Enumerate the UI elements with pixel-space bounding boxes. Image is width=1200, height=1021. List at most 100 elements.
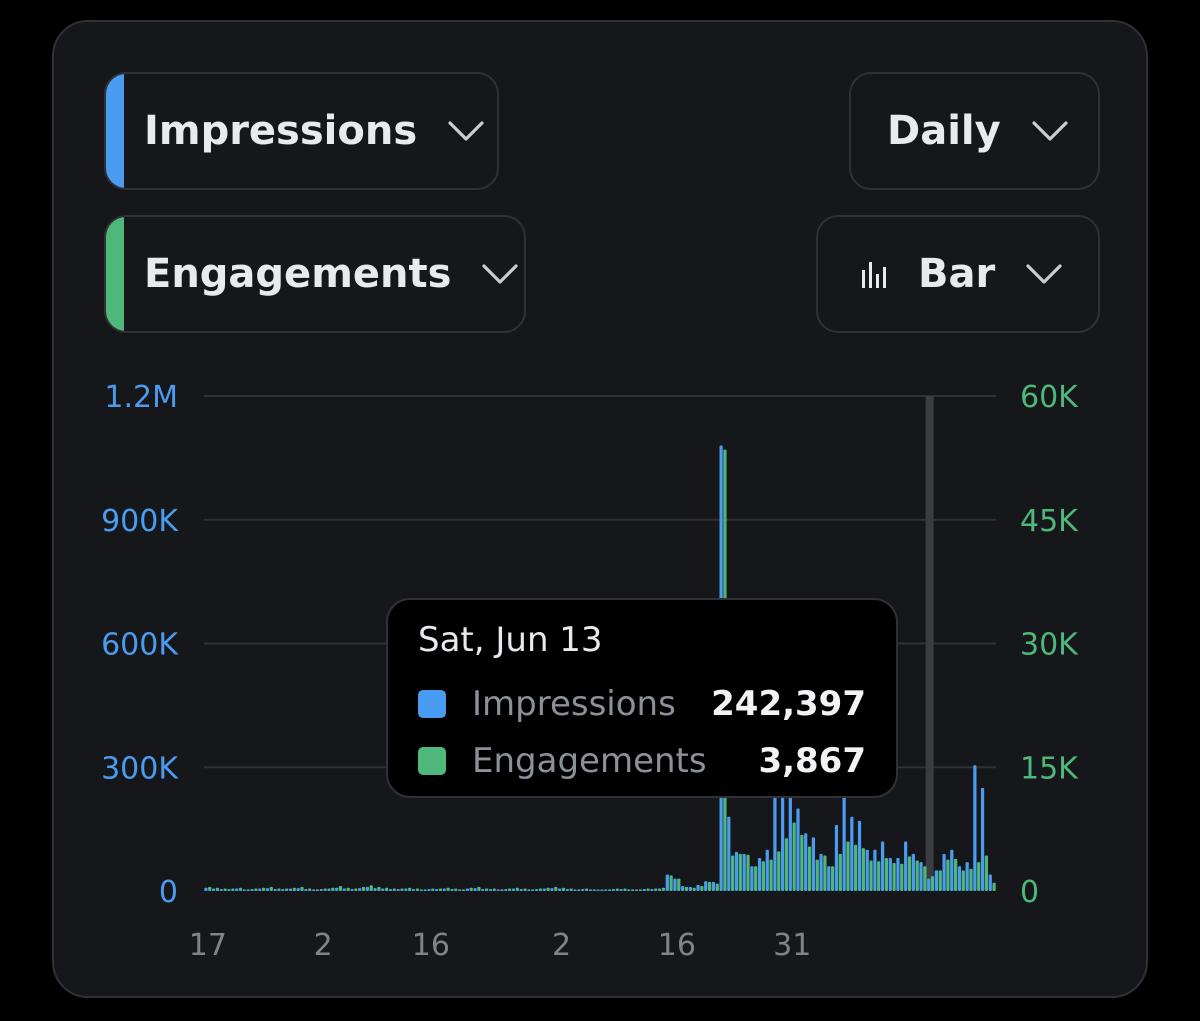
engagements-bar[interactable] [784,838,789,891]
impressions-bar[interactable] [542,888,546,891]
engagements-bar[interactable] [930,876,935,891]
engagements-bar[interactable] [392,888,396,891]
impressions-bar[interactable] [611,888,616,891]
impressions-bar[interactable] [427,888,431,891]
impressions-bar[interactable] [750,866,754,891]
impressions-bar[interactable] [388,888,393,891]
impressions-bar[interactable] [511,888,516,891]
engagements-bar[interactable] [338,886,343,891]
engagements-bar[interactable] [715,883,719,891]
impressions-bar[interactable] [650,888,654,891]
engagements-bar[interactable] [308,888,312,891]
engagements-bar[interactable] [431,888,435,891]
engagements-bar[interactable] [569,888,573,891]
impressions-bar[interactable] [381,888,385,891]
engagements-bar[interactable] [346,887,350,891]
engagements-bar[interactable] [584,888,589,891]
engagements-bar[interactable] [577,889,581,891]
engagements-bar[interactable] [369,885,373,891]
engagements-bar[interactable] [515,887,519,891]
impressions-bar[interactable] [281,888,285,891]
impressions-bar[interactable] [212,888,216,891]
engagements-bar[interactable] [669,875,673,891]
impressions-bar[interactable] [219,888,223,891]
impressions-bar[interactable] [404,888,408,891]
impressions-bar[interactable] [627,889,631,891]
impressions-bar[interactable] [880,841,885,892]
impressions-bar[interactable] [965,862,969,891]
engagements-bar[interactable] [861,848,865,891]
impressions-bar[interactable] [227,888,231,891]
impressions-bar[interactable] [657,888,662,891]
engagements-bar[interactable] [877,861,881,891]
engagements-bar[interactable] [461,889,466,891]
engagements-bar[interactable] [546,887,550,891]
engagements-bar[interactable] [415,888,419,891]
engagements-bar[interactable] [215,887,220,891]
impressions-bar[interactable] [896,858,900,891]
engagements-bar[interactable] [631,889,635,891]
impressions-bar[interactable] [942,853,946,891]
engagements-bar[interactable] [554,886,558,891]
impressions-bar[interactable] [411,888,416,891]
engagements-bar[interactable] [484,888,489,891]
engagements-bar[interactable] [707,881,712,891]
engagements-bar[interactable] [615,888,619,891]
impressions-bar[interactable] [450,888,454,891]
engagements-bar[interactable] [761,861,766,891]
impressions-bar[interactable] [342,888,346,891]
engagements-bar[interactable] [677,878,681,891]
engagements-bar[interactable] [984,855,988,891]
impressions-bar[interactable] [673,878,677,891]
engagements-bar[interactable] [238,887,243,891]
engagements-bar[interactable] [508,888,512,891]
impressions-bar[interactable] [834,825,839,891]
engagements-bar[interactable] [992,882,996,891]
engagements-bar[interactable] [830,866,835,891]
impressions-bar[interactable] [781,775,785,892]
chart-type-dropdown[interactable]: Bar [816,215,1100,333]
impressions-bar[interactable] [681,886,685,891]
impressions-bar[interactable] [250,888,254,891]
impressions-bar[interactable] [488,888,493,891]
engagements-bar[interactable] [923,866,927,891]
engagements-bar[interactable] [454,888,458,891]
impressions-bar[interactable] [258,888,262,891]
engagements-bar[interactable] [208,886,212,891]
engagements-bar[interactable] [531,889,535,891]
impressions-bar[interactable] [550,888,554,891]
engagements-bar[interactable] [423,889,427,891]
engagements-bar[interactable] [223,888,227,891]
impressions-bar[interactable] [396,888,400,891]
engagements-bar[interactable] [969,868,973,891]
engagements-bar[interactable] [777,851,781,891]
engagements-bar[interactable] [285,888,289,891]
impressions-bar[interactable] [696,884,700,891]
engagements-bar[interactable] [254,888,258,891]
engagements-bar[interactable] [946,859,950,891]
impressions-bar[interactable] [796,808,800,892]
engagements-bar[interactable] [600,889,604,892]
impressions-bar[interactable] [704,881,708,891]
engagements-bar[interactable] [807,846,812,891]
engagements-bar[interactable] [792,822,796,891]
impressions-bar[interactable] [350,888,354,891]
impressions-bar[interactable] [365,886,370,891]
engagements-bar[interactable] [846,841,850,892]
engagements-bar[interactable] [954,858,958,891]
impressions-bar[interactable] [980,787,985,891]
impressions-bar[interactable] [773,792,777,891]
impressions-bar[interactable] [465,888,469,891]
engagements-bar[interactable] [354,888,358,891]
impressions-bar[interactable] [481,888,485,891]
impressions-bar[interactable] [504,888,508,891]
engagements-bar[interactable] [800,834,804,891]
engagements-bar[interactable] [500,889,504,891]
impressions-bar[interactable] [565,888,569,891]
impressions-bar[interactable] [604,889,608,891]
engagements-bar[interactable] [900,863,904,891]
engagements-bar[interactable] [869,860,873,891]
impressions-bar[interactable] [788,787,792,891]
engagements-bar[interactable] [315,889,320,891]
impressions-bar[interactable] [573,889,577,891]
